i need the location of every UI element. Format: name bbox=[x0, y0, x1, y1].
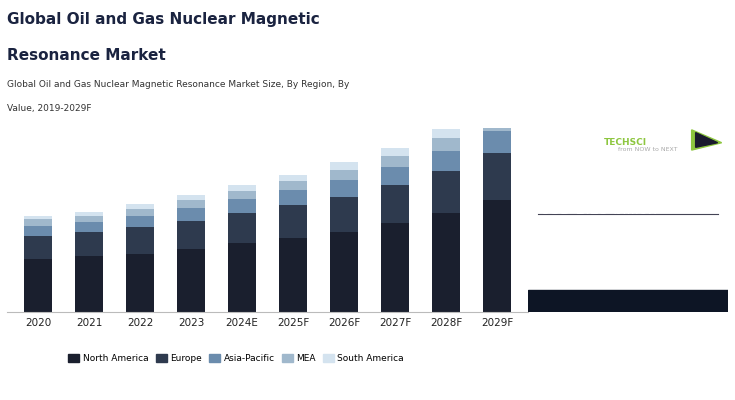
Bar bbox=[126, 204, 154, 209]
Text: Global Oil and Gas Nuclear Magnetic Resonance Market Size, By Region, By: Global Oil and Gas Nuclear Magnetic Reso… bbox=[7, 80, 350, 89]
Bar bbox=[24, 236, 52, 259]
Bar bbox=[432, 171, 460, 213]
Bar bbox=[483, 200, 511, 312]
Text: Value, 2019-2029F: Value, 2019-2029F bbox=[7, 104, 92, 113]
Text: Global Oil and Gas Nuclear Magnetic: Global Oil and Gas Nuclear Magnetic bbox=[7, 12, 320, 27]
Bar bbox=[228, 192, 256, 199]
Bar bbox=[432, 151, 460, 171]
Text: USD 2.23 billion: USD 2.23 billion bbox=[539, 202, 656, 217]
Bar bbox=[381, 167, 409, 185]
Bar bbox=[279, 190, 307, 206]
Bar bbox=[330, 232, 358, 312]
Bar bbox=[228, 244, 256, 312]
Bar bbox=[381, 148, 409, 156]
Bar bbox=[177, 221, 205, 248]
Bar bbox=[279, 206, 307, 238]
Bar bbox=[24, 219, 52, 226]
Bar bbox=[75, 212, 103, 216]
Text: Nuclear Magnetic: Nuclear Magnetic bbox=[539, 235, 643, 245]
Bar bbox=[126, 209, 154, 216]
Bar bbox=[24, 259, 52, 312]
Bar bbox=[483, 153, 511, 200]
Polygon shape bbox=[692, 130, 722, 150]
Bar bbox=[381, 223, 409, 312]
Text: 2023: 2023 bbox=[539, 280, 569, 290]
Text: Resonance Market: Resonance Market bbox=[7, 48, 166, 63]
Bar bbox=[126, 216, 154, 227]
Bar bbox=[483, 130, 511, 153]
Bar bbox=[75, 256, 103, 312]
Bar bbox=[330, 180, 358, 196]
Polygon shape bbox=[695, 133, 717, 147]
Bar bbox=[228, 199, 256, 213]
Bar bbox=[24, 216, 52, 219]
Bar bbox=[330, 162, 358, 170]
Bar bbox=[177, 200, 205, 208]
Bar bbox=[75, 216, 103, 222]
Bar bbox=[432, 213, 460, 312]
Bar bbox=[279, 238, 307, 312]
Bar bbox=[528, 290, 728, 312]
Bar bbox=[177, 195, 205, 200]
Bar bbox=[381, 185, 409, 223]
Text: TECHSCI: TECHSCI bbox=[603, 138, 647, 147]
Bar bbox=[381, 156, 409, 167]
Bar bbox=[279, 181, 307, 190]
Text: Size, By Value,: Size, By Value, bbox=[539, 265, 626, 275]
Bar bbox=[330, 170, 358, 180]
Bar bbox=[177, 248, 205, 312]
Text: Global Oil and Gas: Global Oil and Gas bbox=[539, 220, 648, 230]
Bar bbox=[126, 227, 154, 254]
Text: RESEARCH: RESEARCH bbox=[652, 138, 709, 147]
Bar bbox=[483, 116, 511, 130]
Bar bbox=[75, 232, 103, 256]
Text: Resonance Market: Resonance Market bbox=[539, 250, 648, 260]
Legend: North America, Europe, Asia-Pacific, MEA, South America: North America, Europe, Asia-Pacific, MEA… bbox=[65, 350, 408, 366]
Bar bbox=[126, 254, 154, 312]
Bar bbox=[483, 106, 511, 116]
Bar bbox=[432, 138, 460, 151]
Bar bbox=[228, 213, 256, 244]
Bar bbox=[177, 208, 205, 221]
Bar bbox=[228, 185, 256, 192]
Bar bbox=[279, 175, 307, 181]
Text: from NOW to NEXT: from NOW to NEXT bbox=[617, 147, 677, 152]
Bar bbox=[75, 222, 103, 232]
Bar bbox=[330, 196, 358, 232]
Bar bbox=[24, 226, 52, 236]
Bar bbox=[432, 129, 460, 138]
